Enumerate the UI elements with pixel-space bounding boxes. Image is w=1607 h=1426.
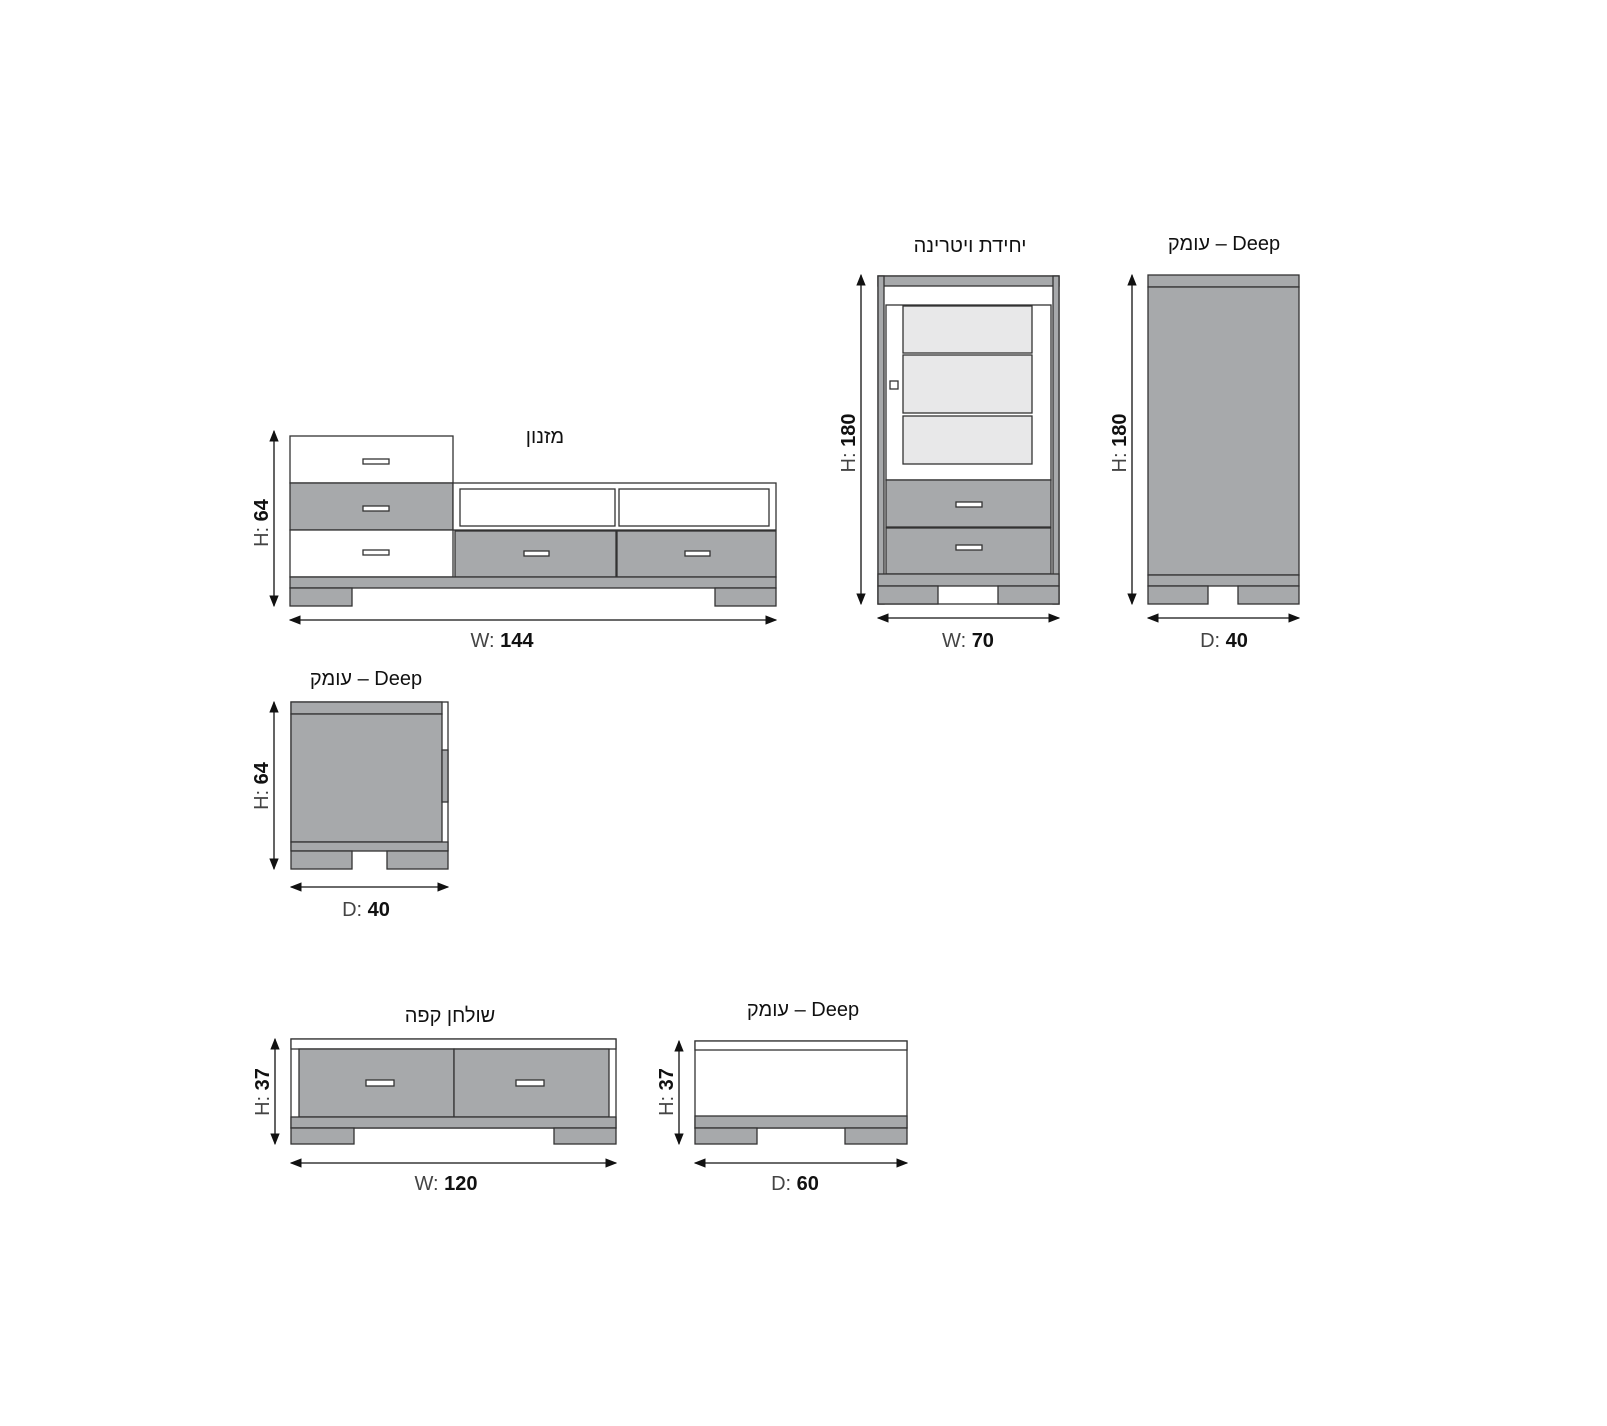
height-label: H: 64 bbox=[251, 761, 273, 810]
side-panel bbox=[1147, 286, 1300, 576]
width-label: W: 70 bbox=[942, 630, 994, 652]
foot bbox=[290, 1127, 355, 1145]
drawer-handle bbox=[365, 1079, 395, 1087]
drawer-front-edge bbox=[441, 749, 449, 803]
depth-label: D: 40 bbox=[342, 899, 390, 921]
height-label: H: 37 bbox=[252, 1068, 274, 1116]
depth-label: D: 60 bbox=[771, 1173, 819, 1195]
mizanon-front-view: מזנון H: 64 W: 144 bbox=[251, 426, 778, 652]
height-label: H: 180 bbox=[1109, 414, 1131, 473]
coffee-table-title: שולחן קפה bbox=[405, 1005, 496, 1027]
coffee-table-side-view: עומק – Deep H: 37 D: 60 bbox=[656, 999, 909, 1195]
glass-pane bbox=[902, 354, 1033, 414]
coffee-table-front-view: שולחן קפה H: 37 W: 120 bbox=[252, 1005, 618, 1195]
foot bbox=[386, 850, 449, 870]
plinth bbox=[1147, 574, 1300, 587]
side-panel bbox=[877, 275, 885, 605]
foot bbox=[289, 587, 353, 607]
foot bbox=[997, 585, 1060, 605]
drawer-handle bbox=[362, 505, 390, 512]
plinth bbox=[694, 1115, 908, 1129]
vitrina-front-view: יחידת ויטרינה H: 180 W: 70 bbox=[838, 235, 1061, 652]
table-body bbox=[694, 1040, 908, 1129]
door-knob bbox=[889, 380, 899, 390]
drawer-handle bbox=[362, 458, 390, 465]
vitrina-side-title: עומק – Deep bbox=[1168, 233, 1280, 255]
plinth bbox=[877, 573, 1060, 587]
foot bbox=[877, 585, 939, 605]
width-label: W: 144 bbox=[470, 630, 534, 652]
cabinet-top bbox=[290, 701, 443, 715]
depth-label: D: 40 bbox=[1200, 630, 1248, 652]
mizanon-side-view: עומק – Deep H: 64 D: 40 bbox=[251, 668, 450, 921]
drawer-handle bbox=[684, 550, 711, 557]
coffee-table-side-title: עומק – Deep bbox=[747, 999, 859, 1021]
drawer-handle bbox=[515, 1079, 545, 1087]
foot bbox=[694, 1127, 758, 1145]
foot bbox=[844, 1127, 908, 1145]
height-label: H: 180 bbox=[838, 414, 860, 473]
foot bbox=[1237, 585, 1300, 605]
drawer-handle bbox=[362, 549, 390, 556]
width-label: W: 120 bbox=[414, 1173, 477, 1195]
glass-pane bbox=[902, 415, 1033, 465]
height-label: H: 64 bbox=[251, 498, 273, 547]
glass-pane bbox=[902, 305, 1033, 354]
side-panel bbox=[1052, 275, 1060, 605]
plinth bbox=[289, 576, 777, 589]
drawer bbox=[885, 527, 1052, 575]
foot bbox=[1147, 585, 1209, 605]
open-compartment bbox=[459, 488, 616, 527]
plinth bbox=[290, 1116, 617, 1129]
drawer-handle bbox=[955, 501, 983, 508]
cabinet-top bbox=[877, 275, 1060, 287]
table-top bbox=[694, 1040, 908, 1051]
mizanon-side-title: עומק – Deep bbox=[310, 668, 422, 690]
drawer-handle bbox=[955, 544, 983, 551]
open-compartment bbox=[618, 488, 770, 527]
side-panel bbox=[290, 713, 443, 843]
table-top bbox=[290, 1038, 617, 1050]
height-label: H: 37 bbox=[656, 1068, 678, 1116]
drawer-handle bbox=[523, 550, 550, 557]
plinth bbox=[290, 841, 449, 852]
foot bbox=[553, 1127, 617, 1145]
mizanon-title: מזנון bbox=[526, 426, 564, 448]
foot bbox=[290, 850, 353, 870]
vitrina-title: יחידת ויטרינה bbox=[914, 235, 1027, 257]
cabinet-top bbox=[1147, 274, 1300, 288]
foot bbox=[714, 587, 777, 607]
vitrina-side-view: עומק – Deep H: 180 D: 40 bbox=[1109, 233, 1301, 652]
